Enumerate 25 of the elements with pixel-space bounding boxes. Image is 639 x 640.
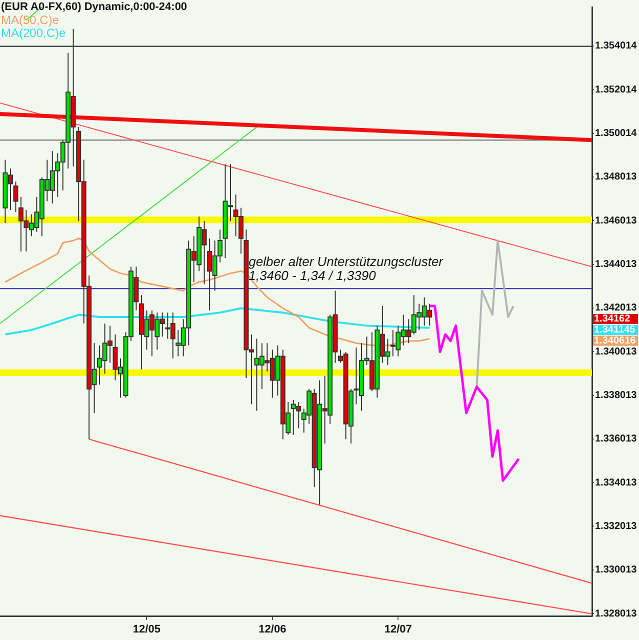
y-tick-label: 1.332013 [595, 520, 638, 532]
x-tick-label: 12/07 [384, 624, 412, 636]
text: 1.341145 [594, 324, 636, 336]
text: 1.34162 [594, 314, 631, 325]
y-tick-label: 1.350014 [595, 128, 638, 140]
y-tick-label: 1.334013 [595, 477, 638, 488]
chart-title: (EUR A0-FX,60) Dynamic,0:00-24:00 [1, 1, 188, 13]
text: MA(50,C)e [1, 13, 60, 27]
x-tick-label: 12/05 [132, 624, 160, 636]
y-tick-label: 1.336013 [595, 434, 638, 445]
text: 1.340616 [594, 336, 636, 347]
text: MA(200,C)e [1, 26, 66, 40]
y-tick-label: 1.348013 [595, 172, 638, 183]
x-tick-label: 12/06 [258, 624, 286, 636]
y-tick-label: 1.346013 [595, 215, 638, 226]
y-tick-label: 1.344013 [595, 259, 638, 270]
y-tick-label: 1.340013 [595, 346, 638, 358]
y-tick-label: 1.352014 [595, 84, 638, 96]
y-tick-label: 1.330013 [595, 564, 638, 576]
annotation: gelber alter Unterstützungscluster [248, 254, 444, 269]
annotation: 1,3460 - 1,34 / 1,3390 [248, 268, 377, 283]
y-tick-label: 1.338013 [595, 390, 638, 402]
y-tick-label: 1.328013 [595, 608, 638, 620]
y-tick-label: 1.354014 [595, 40, 638, 52]
y-tick-label: 1.342013 [595, 302, 638, 314]
